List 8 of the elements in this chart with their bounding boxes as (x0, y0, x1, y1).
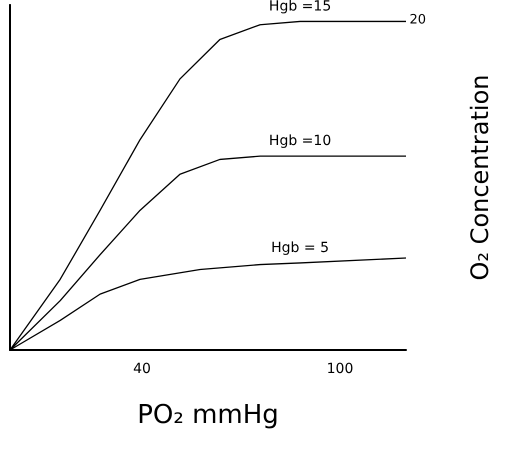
y-axis-title: O₂ Concentration (466, 74, 494, 280)
x-axis-title: PO₂ mmHg (137, 400, 279, 430)
text: 20 (409, 12, 426, 28)
x-tick-label: 40 (133, 361, 151, 377)
series-label: Hgb =10 (268, 133, 332, 150)
series-label: Hgb = 5 (271, 240, 329, 256)
series-label: Hgb =15 (268, 0, 332, 14)
x-tick-label: 100 (326, 361, 354, 377)
